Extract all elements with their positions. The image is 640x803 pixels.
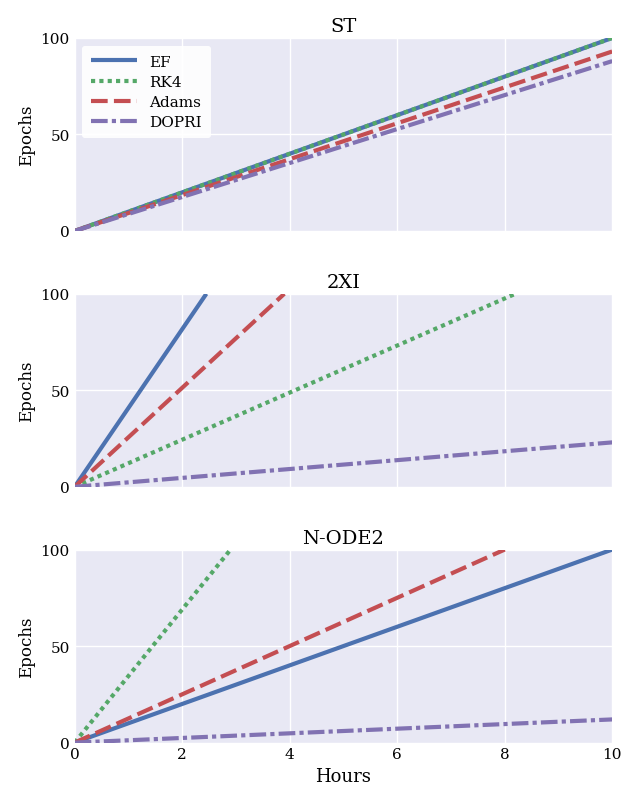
Title: N-ODE2: N-ODE2 [303, 529, 385, 547]
Title: ST: ST [330, 18, 356, 36]
Y-axis label: Epochs: Epochs [18, 360, 35, 422]
X-axis label: Hours: Hours [316, 767, 371, 785]
Legend: EF, RK4, Adams, DOPRI: EF, RK4, Adams, DOPRI [83, 47, 211, 139]
Y-axis label: Epochs: Epochs [18, 104, 35, 166]
Y-axis label: Epochs: Epochs [18, 616, 35, 677]
Title: 2XI: 2XI [326, 274, 360, 291]
